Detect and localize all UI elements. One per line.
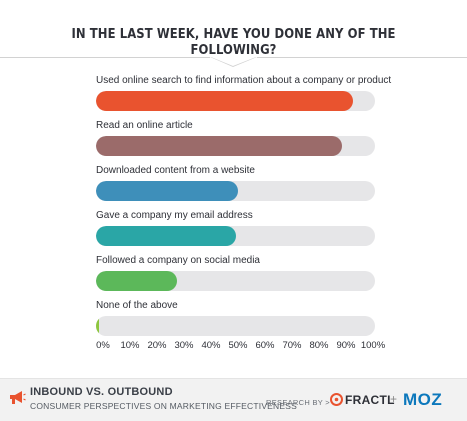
chart-title: IN THE LAST WEEK, HAVE YOU DONE ANY OF T…	[71, 26, 396, 58]
bar-track	[96, 181, 375, 201]
footer-band	[0, 378, 467, 421]
fractl-brand: FRACTL	[345, 393, 395, 407]
bar-track	[96, 226, 375, 246]
plus-sign: +	[390, 392, 398, 406]
bar-label: Followed a company on social media	[96, 255, 260, 266]
footer-title: INBOUND VS. OUTBOUND	[30, 386, 173, 398]
bar	[96, 316, 99, 336]
megaphone-icon	[10, 391, 26, 404]
x-tick-label: 0%	[96, 340, 110, 351]
x-tick-label: 70%	[282, 340, 302, 351]
bar	[96, 226, 236, 246]
bar-track	[96, 316, 375, 336]
x-tick-label: 90%	[336, 340, 356, 351]
fractl-logo-icon	[330, 393, 343, 406]
bar-label: None of the above	[96, 300, 178, 311]
bar	[96, 91, 353, 111]
moz-brand: MOZ	[403, 390, 443, 409]
research-by-label: RESEARCH BY >	[266, 398, 330, 407]
x-tick-label: 60%	[255, 340, 275, 351]
x-tick-label: 10%	[120, 340, 140, 351]
bar-track	[96, 271, 375, 291]
bar-label: Used online search to find information a…	[96, 75, 392, 86]
bar-track	[96, 136, 375, 156]
bar-label: Read an online article	[96, 120, 193, 131]
title-divider-right	[257, 57, 467, 58]
x-tick-label: 30%	[174, 340, 194, 351]
footer-subtitle: CONSUMER PERSPECTIVES ON MARKETING EFFEC…	[30, 401, 297, 411]
bar-label: Gave a company my email address	[96, 210, 253, 221]
x-tick-label: 40%	[201, 340, 221, 351]
bar-track	[96, 91, 375, 111]
x-tick-label: 20%	[147, 340, 167, 351]
x-tick-label: 50%	[228, 340, 248, 351]
x-tick-label: 80%	[309, 340, 329, 351]
x-tick-label: 100%	[360, 340, 386, 351]
bar	[96, 181, 239, 201]
bar	[96, 136, 342, 156]
title-divider-left	[0, 57, 210, 58]
bar-label: Downloaded content from a website	[96, 165, 255, 176]
bar	[96, 271, 177, 291]
